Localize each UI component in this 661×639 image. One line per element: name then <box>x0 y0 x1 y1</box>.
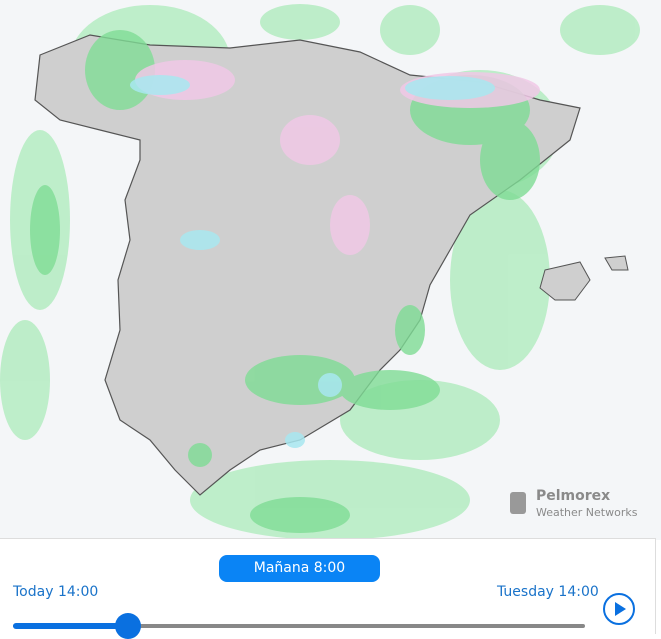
end-label: Tuesday 14:00 <box>497 584 599 600</box>
menorca <box>604 255 629 271</box>
logo-name: Pelmorex <box>536 488 610 504</box>
start-label: Today 14:00 <box>13 584 99 600</box>
timeline-thumb[interactable] <box>115 613 141 639</box>
weather-map[interactable]: Pelmorex Weather Networks <box>0 0 661 540</box>
logo-mark <box>510 492 526 514</box>
time-player: Mañana 8:00 Today 14:00 Tuesday 14:00 <box>0 538 656 639</box>
timeline-track[interactable] <box>13 624 585 628</box>
timeline-progress <box>13 623 128 629</box>
play-icon <box>615 602 626 616</box>
mallorca <box>539 261 591 301</box>
spain-outline <box>34 34 581 496</box>
logo-subtitle: Weather Networks <box>536 506 638 519</box>
play-button[interactable] <box>603 593 635 625</box>
current-time: Mañana 8:00 <box>219 555 380 582</box>
